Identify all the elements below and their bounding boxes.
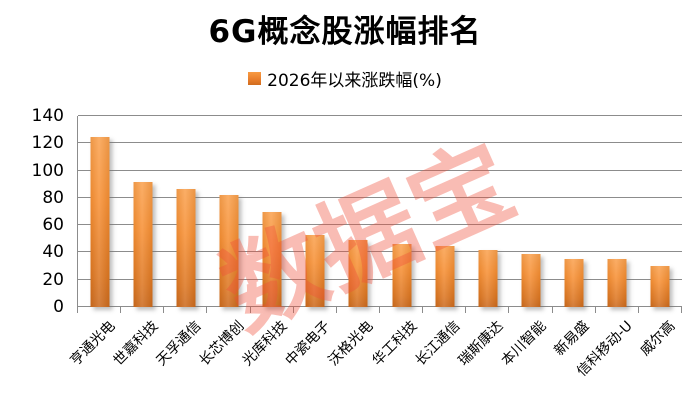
gridline (78, 224, 682, 226)
category-cell: 本川智能 (499, 116, 553, 369)
x-axis-tick-label: 本川智能 (498, 318, 550, 370)
category-cell: 华工科技 (369, 116, 424, 369)
legend-label: 2026年以来涨跌幅(%) (267, 71, 442, 91)
category-cell: 长芯博创 (197, 116, 251, 369)
bars: 亨通光电 世嘉科技 天孚通信 长芯博创 光库科技 中瓷电子 沃格光电 华工科技 长江通信 瑞斯康达… (67, 116, 683, 380)
bar (650, 266, 670, 307)
x-axis-tick-label: 长芯博创 (196, 318, 248, 370)
bar (348, 240, 368, 307)
bar (176, 189, 196, 307)
y-axis-tick-label: 120 (31, 133, 64, 154)
bar (435, 245, 455, 307)
category-cell: 沃格光电 (326, 116, 381, 369)
gridline (78, 115, 682, 116)
x-axis-tick-label: 威尔高 (637, 318, 679, 360)
bar (607, 259, 627, 307)
category-cell: 亨通光电 (67, 116, 122, 369)
y-axis-tick-label: 80 (42, 187, 64, 208)
bar (521, 253, 541, 307)
bar (564, 258, 584, 307)
y-axis-tick-label: 20 (42, 269, 64, 290)
bar (262, 211, 282, 307)
y-axis-tick-label: 140 (31, 106, 64, 126)
gridline (78, 142, 682, 144)
gridline (78, 169, 682, 171)
y-axis-tick-labels: 0 20 40 60 80 100 120 140 (20, 107, 72, 316)
y-axis-tick-label: 0 (53, 297, 64, 317)
bar (219, 195, 239, 307)
x-axis-tick-label: 天孚通信 (153, 318, 205, 370)
y-axis-tick-label: 100 (31, 160, 64, 181)
gridline (78, 251, 682, 253)
x-axis-tick-label: 中瓷电子 (282, 318, 334, 370)
bar (90, 137, 110, 307)
plot-area: 0 20 40 60 80 100 120 140 亨通光电 世嘉科技 天孚通信 长芯博创 光库科技中… (32, 107, 683, 380)
category-cell: 瑞斯康达 (455, 116, 510, 369)
chart-title: 6G概念股涨幅排名 (208, 14, 482, 50)
category-cell: 光库科技 (240, 116, 294, 369)
gridline (78, 278, 682, 280)
legend: 2026年以来涨跌幅(%) (0, 66, 690, 91)
category-cell: 世嘉科技 (110, 116, 165, 369)
x-axis-tick-label: 亨通光电 (67, 318, 119, 370)
y-axis-tick-label: 40 (42, 242, 64, 263)
x-axis-tick-label: 沃格光电 (325, 318, 377, 370)
category-cell: 信科移动-U (574, 116, 639, 380)
x-axis-tick-label: 华工科技 (369, 318, 420, 370)
gridline (78, 306, 682, 307)
y-axis-tick-label: 60 (42, 215, 64, 236)
bar (478, 250, 498, 307)
x-axis-tick-label: 光库科技 (239, 318, 291, 370)
bar (392, 243, 412, 307)
category-cell: 威尔高 (638, 116, 683, 359)
x-axis-tick-label: 长江通信 (412, 318, 464, 370)
y-axis-line (77, 116, 78, 313)
category-cell: 新易盛 (552, 116, 596, 359)
category-cell: 天孚通信 (153, 116, 208, 369)
category-cell: 中瓷电子 (283, 116, 337, 369)
category-cell: 长江通信 (412, 116, 467, 369)
bar (133, 181, 153, 307)
bar (305, 235, 325, 307)
x-axis-tick-label: 瑞斯康达 (455, 318, 507, 370)
gridline (78, 196, 682, 198)
legend-swatch-icon (248, 72, 262, 85)
x-axis-tick-label: 世嘉科技 (110, 318, 162, 370)
